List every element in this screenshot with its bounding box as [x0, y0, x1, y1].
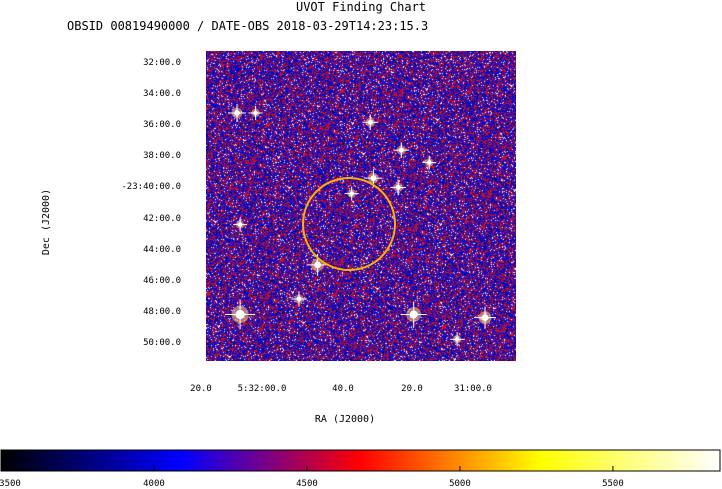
star [291, 291, 307, 307]
target-circle [302, 177, 396, 271]
star [450, 332, 465, 347]
x-axis-label: RA (J2000) [314, 414, 376, 425]
star [390, 179, 406, 196]
star [422, 155, 437, 170]
sky-image [206, 51, 516, 361]
y-tick-label: 42:00.0 [143, 213, 181, 224]
overlay [225, 104, 496, 347]
y-axis-label: Dec (J2000) [41, 188, 52, 256]
colorbar-tick-label: 5000 [449, 479, 471, 489]
x-tick-label: 40.0 [332, 384, 354, 394]
sky-image-pixels [206, 51, 516, 361]
x-tick-label: 5:32:00.0 [237, 384, 287, 394]
x-tick-label: 20.0 [401, 384, 423, 394]
chart-subtitle: OBSID 00819490000 / DATE-OBS 2018-03-29T… [67, 19, 429, 33]
colorbar-tick-label: 5500 [602, 479, 624, 489]
star [233, 217, 248, 232]
y-tick-label: 32:00.0 [143, 58, 181, 68]
star [393, 142, 410, 158]
y-tick-label: 46:00.0 [143, 275, 181, 286]
y-tick-label: 38:00.0 [143, 151, 181, 162]
star [362, 114, 379, 131]
colorbar-ticks [0, 466, 614, 471]
colorbar-tick-label: 3500 [0, 479, 21, 489]
star [225, 299, 256, 330]
y-tick-label: 34:00.0 [143, 89, 181, 100]
x-tick-label: 20.0 [190, 384, 212, 394]
y-tick-label: 50:00.0 [143, 337, 181, 348]
y-tick-label: 36:00.0 [143, 120, 181, 131]
star [344, 186, 359, 201]
chart-title: UVOT Finding Chart [295, 0, 427, 14]
star [474, 306, 496, 329]
colorbar [0, 449, 721, 472]
y-tick-label: 48:00.0 [143, 306, 181, 317]
y-tick-label: -23:40:00.0 [121, 182, 181, 193]
x-tick-label: 31:00.0 [454, 384, 492, 394]
star [306, 253, 329, 276]
star [400, 301, 427, 328]
star [228, 104, 246, 122]
y-tick-label: 44:00.0 [143, 244, 181, 255]
star [248, 106, 263, 120]
colorbar-tick-label: 4500 [296, 479, 318, 489]
colorbar-tick-label: 4000 [143, 479, 165, 489]
